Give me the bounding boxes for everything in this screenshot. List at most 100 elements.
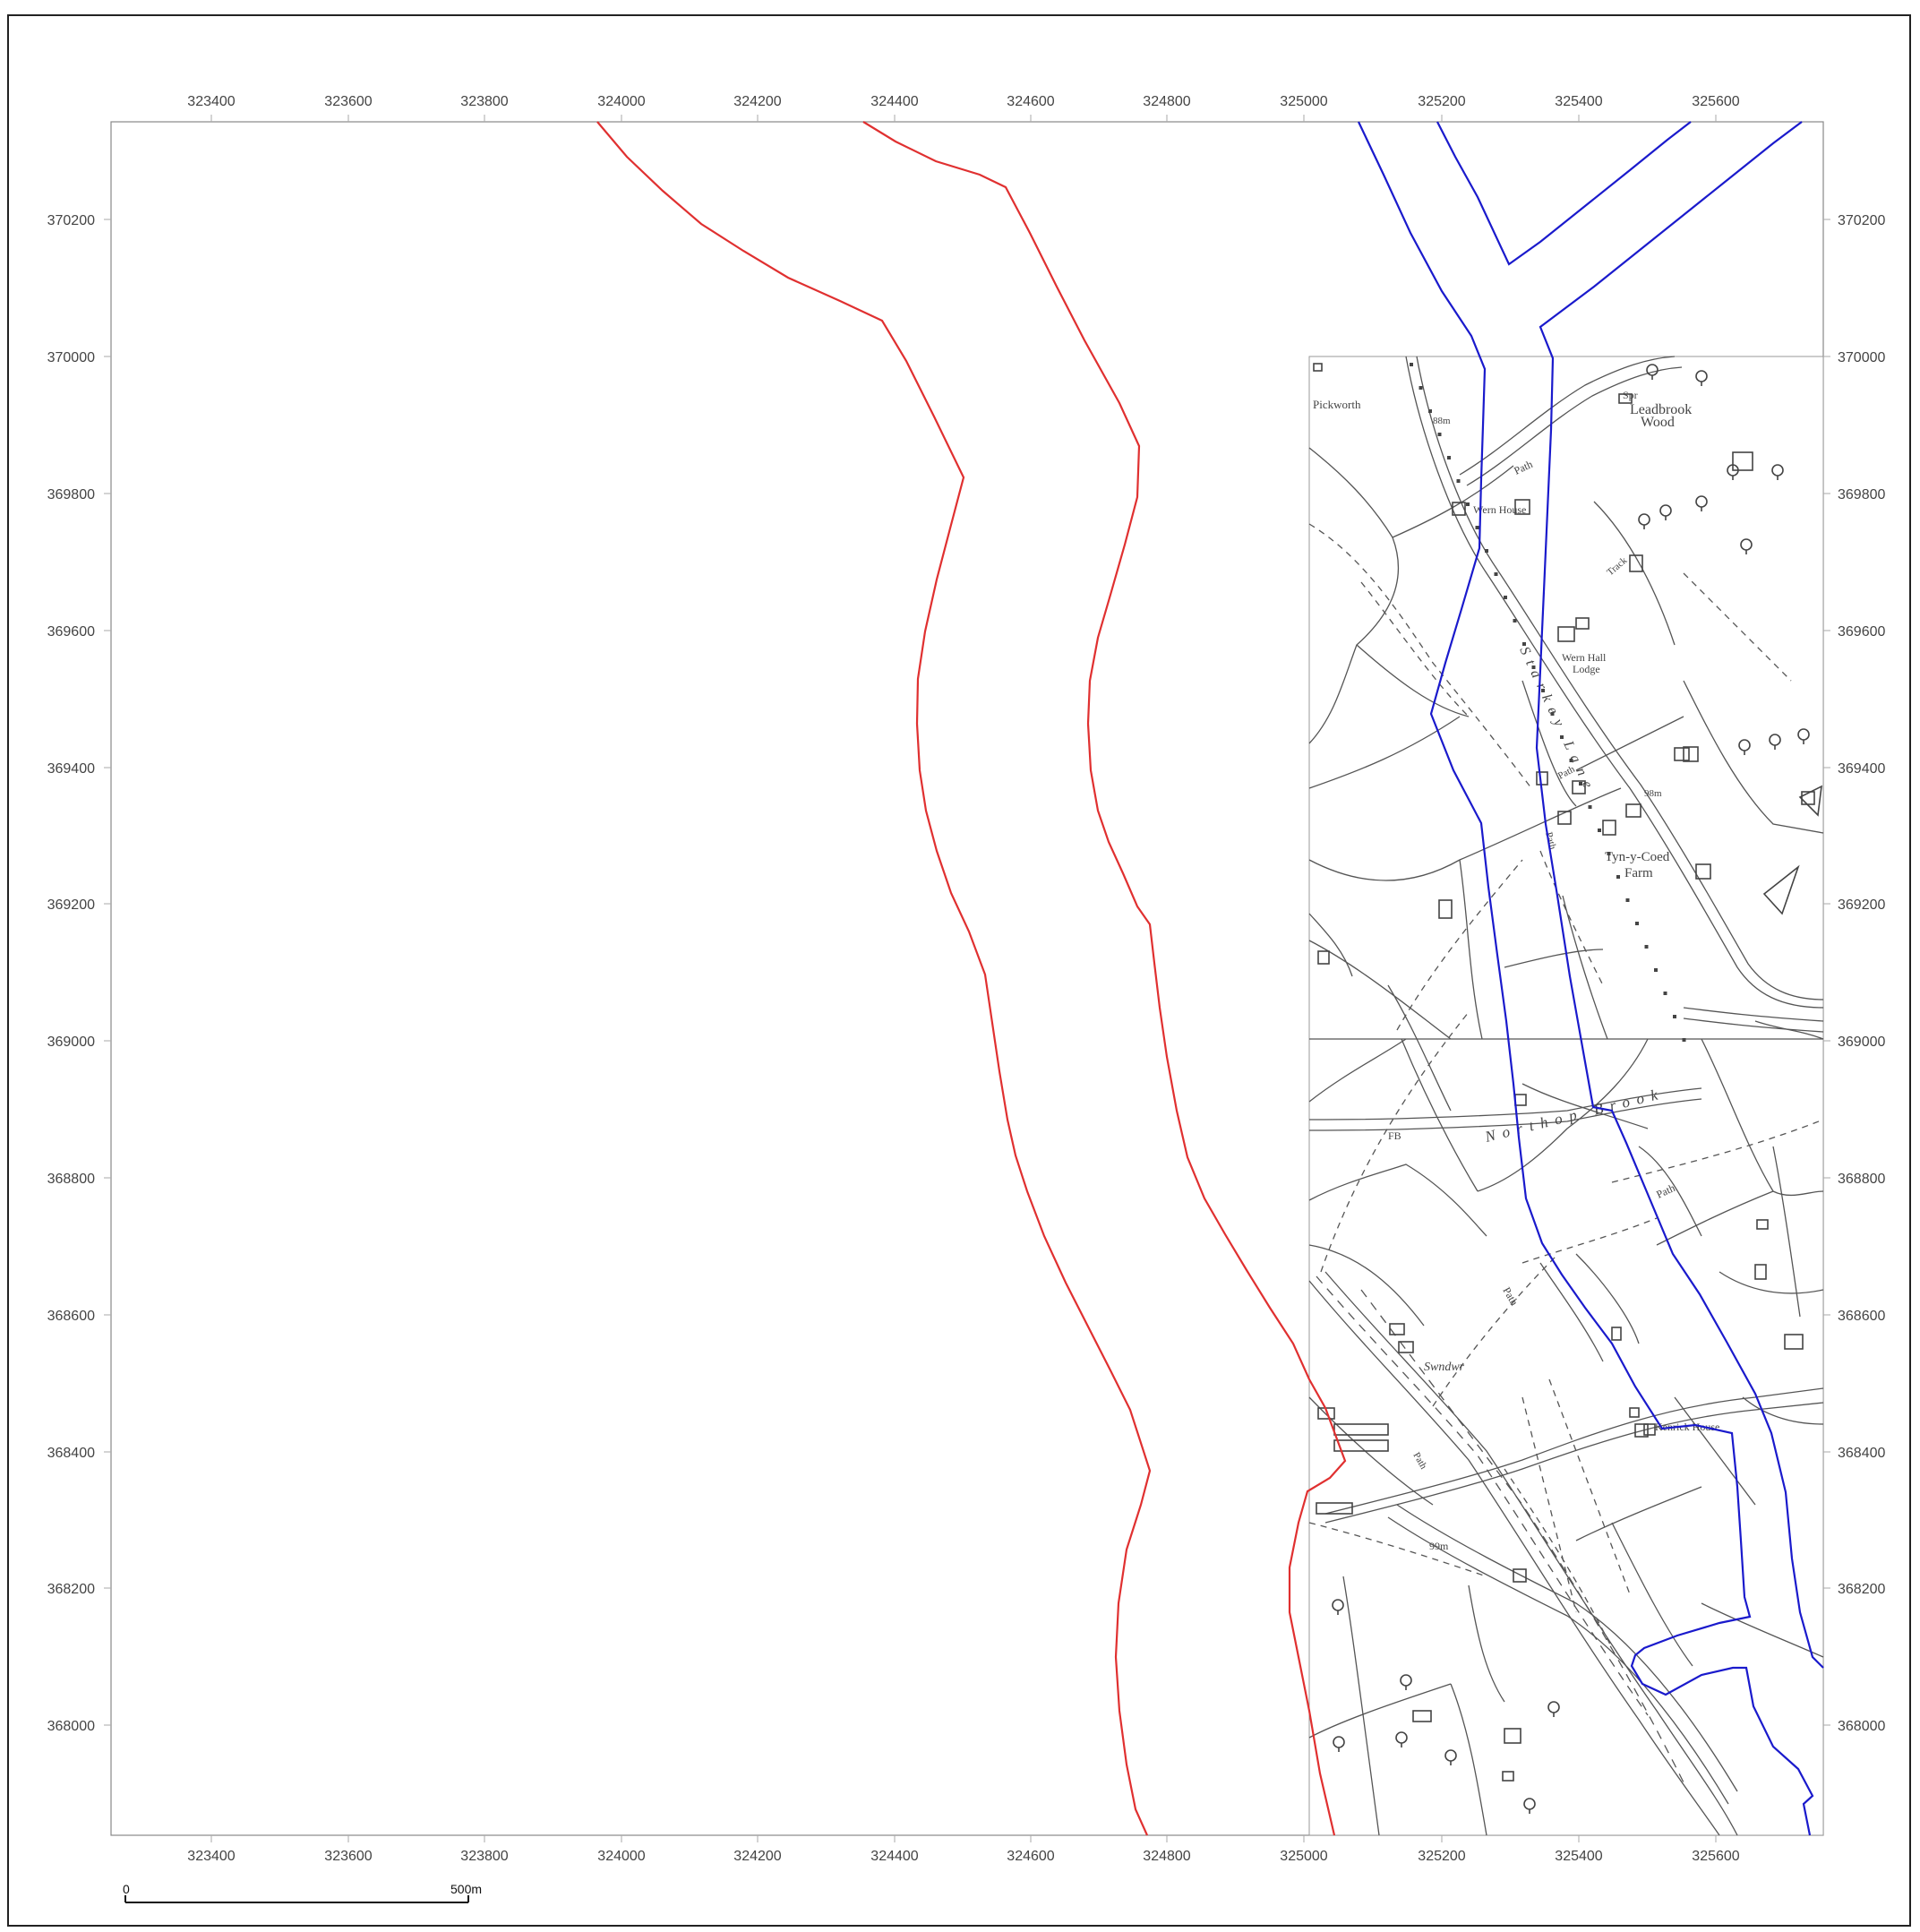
x-tick-label-top: 323600	[324, 94, 372, 109]
hedge-marker	[1531, 665, 1536, 669]
hedge-marker	[1437, 433, 1442, 436]
hedge-marker	[1654, 968, 1658, 972]
dashed-path	[1548, 1378, 1631, 1595]
field-boundary-line	[1392, 465, 1514, 538]
x-tick-label-top: 324800	[1143, 94, 1190, 109]
red-boundary-west	[596, 121, 1152, 1836]
label-pickworth: Pickworth	[1313, 398, 1361, 411]
label-spot-height-98: 98m	[1644, 788, 1662, 799]
hedge-marker	[1485, 549, 1488, 553]
scale-bar-start-label: 0	[123, 1882, 130, 1896]
y-tick-label-left: 369000	[47, 1035, 95, 1050]
building-outline	[1674, 747, 1690, 761]
x-tick-label-bottom: 324800	[1143, 1849, 1190, 1864]
field-boundary-line	[1477, 1038, 1649, 1192]
hedge-marker	[1419, 386, 1423, 390]
hedge-marker	[1663, 992, 1667, 995]
x-tick-label-bottom: 324200	[733, 1849, 781, 1864]
blue-boundary-east	[1535, 121, 1824, 1669]
building-outline	[1513, 1568, 1527, 1583]
y-tick-label-left: 368800	[47, 1172, 95, 1187]
road-edge	[1387, 1516, 1729, 1805]
x-tick-label-top: 324600	[1007, 94, 1054, 109]
y-tick-label-right: 369000	[1838, 1035, 1885, 1050]
label-spring: Spr	[1623, 389, 1638, 401]
hedge-marker	[1447, 456, 1451, 459]
blue-boundary	[1358, 121, 1824, 1836]
road-edge	[1405, 356, 1824, 1009]
field-boundary-line	[1450, 1683, 1487, 1836]
field-boundary-line	[1575, 1486, 1702, 1541]
road-centre-dashes	[1360, 1289, 1684, 1783]
building-outline	[1452, 502, 1466, 516]
building-outline	[1695, 863, 1711, 880]
y-tick-label-right: 369400	[1838, 761, 1885, 777]
x-tick-label-top: 324400	[870, 94, 918, 109]
field-boundary-line	[1308, 787, 1622, 881]
field-boundary-line	[1772, 1146, 1801, 1318]
hedge-marker	[1625, 898, 1630, 902]
building-outline	[1625, 803, 1641, 818]
y-tick-label-left: 369200	[47, 897, 95, 913]
x-tick-label-bottom: 325200	[1418, 1849, 1465, 1864]
road-edge	[1308, 1098, 1702, 1131]
field-boundary-line	[1504, 949, 1604, 968]
x-tick-label-bottom: 324400	[870, 1849, 918, 1864]
label-swndwr: Swndwr	[1424, 1361, 1465, 1374]
hedge-marker	[1410, 363, 1413, 366]
hedge-marker	[1635, 922, 1639, 925]
x-tick-label-top: 323400	[187, 94, 235, 109]
road-edge	[1416, 356, 1824, 1000]
field-boundary-line	[1719, 1271, 1824, 1294]
building-outline	[1756, 1219, 1769, 1230]
field-boundary-line	[1593, 501, 1676, 646]
y-tick-label-right: 369600	[1838, 624, 1885, 640]
field-boundary-line	[1611, 1522, 1693, 1667]
dashed-path	[1539, 850, 1604, 986]
scale-bar: 0 500m	[123, 1882, 482, 1903]
x-tick-label-bottom: 325600	[1692, 1849, 1739, 1864]
x-tick-label-bottom: 323800	[460, 1849, 508, 1864]
dashed-path	[1360, 581, 1470, 717]
y-tick-label-left: 368000	[47, 1719, 95, 1734]
dashed-path	[1432, 1253, 1559, 1407]
building-outline	[1634, 1423, 1649, 1438]
dashed-path	[1320, 1011, 1470, 1273]
y-tick-label-right: 369800	[1838, 487, 1885, 502]
field-boundary-line	[1342, 1576, 1380, 1836]
hedge-marker	[1504, 596, 1507, 599]
y-tick-label-right: 368400	[1838, 1446, 1885, 1461]
y-tick-label-left: 369800	[47, 487, 95, 502]
y-tick-label-left: 369400	[47, 761, 95, 777]
field-boundary-line	[1701, 1038, 1824, 1197]
field-boundary-line	[1308, 1244, 1425, 1327]
road-edge	[1683, 1007, 1824, 1022]
building-outline	[1572, 780, 1586, 794]
field-boundary-line	[1356, 644, 1470, 717]
road-edge	[1683, 1018, 1824, 1033]
label-farm: Farm	[1624, 866, 1653, 880]
x-tick-label-bottom: 325000	[1280, 1849, 1327, 1864]
x-tick-label-top: 325600	[1692, 94, 1739, 109]
label-wern-hall: Wern Hall	[1562, 651, 1607, 664]
field-boundary-line	[1521, 680, 1577, 807]
hedge-marker	[1560, 735, 1564, 739]
field-boundary-line	[1656, 1190, 1774, 1246]
building-outline	[1618, 393, 1633, 404]
buildings	[1313, 363, 1822, 1814]
label-footbridge: FB	[1388, 1129, 1401, 1142]
building-outline	[1389, 1323, 1405, 1335]
field-boundary-line	[1308, 913, 1353, 977]
building-outline	[1629, 554, 1643, 572]
x-tick-label-bottom: 323600	[324, 1849, 372, 1864]
blue-boundary-west	[1358, 121, 1814, 1836]
basemap-tile-border	[1308, 356, 1824, 1836]
grid-ticks	[104, 115, 1830, 1842]
x-tick-label-bottom: 323400	[187, 1849, 235, 1864]
building-outline	[1412, 1710, 1432, 1722]
hedge-marker	[1598, 829, 1601, 832]
building-outline	[1438, 899, 1453, 919]
building-outline	[1784, 1334, 1804, 1350]
hedge-marker	[1579, 782, 1582, 786]
